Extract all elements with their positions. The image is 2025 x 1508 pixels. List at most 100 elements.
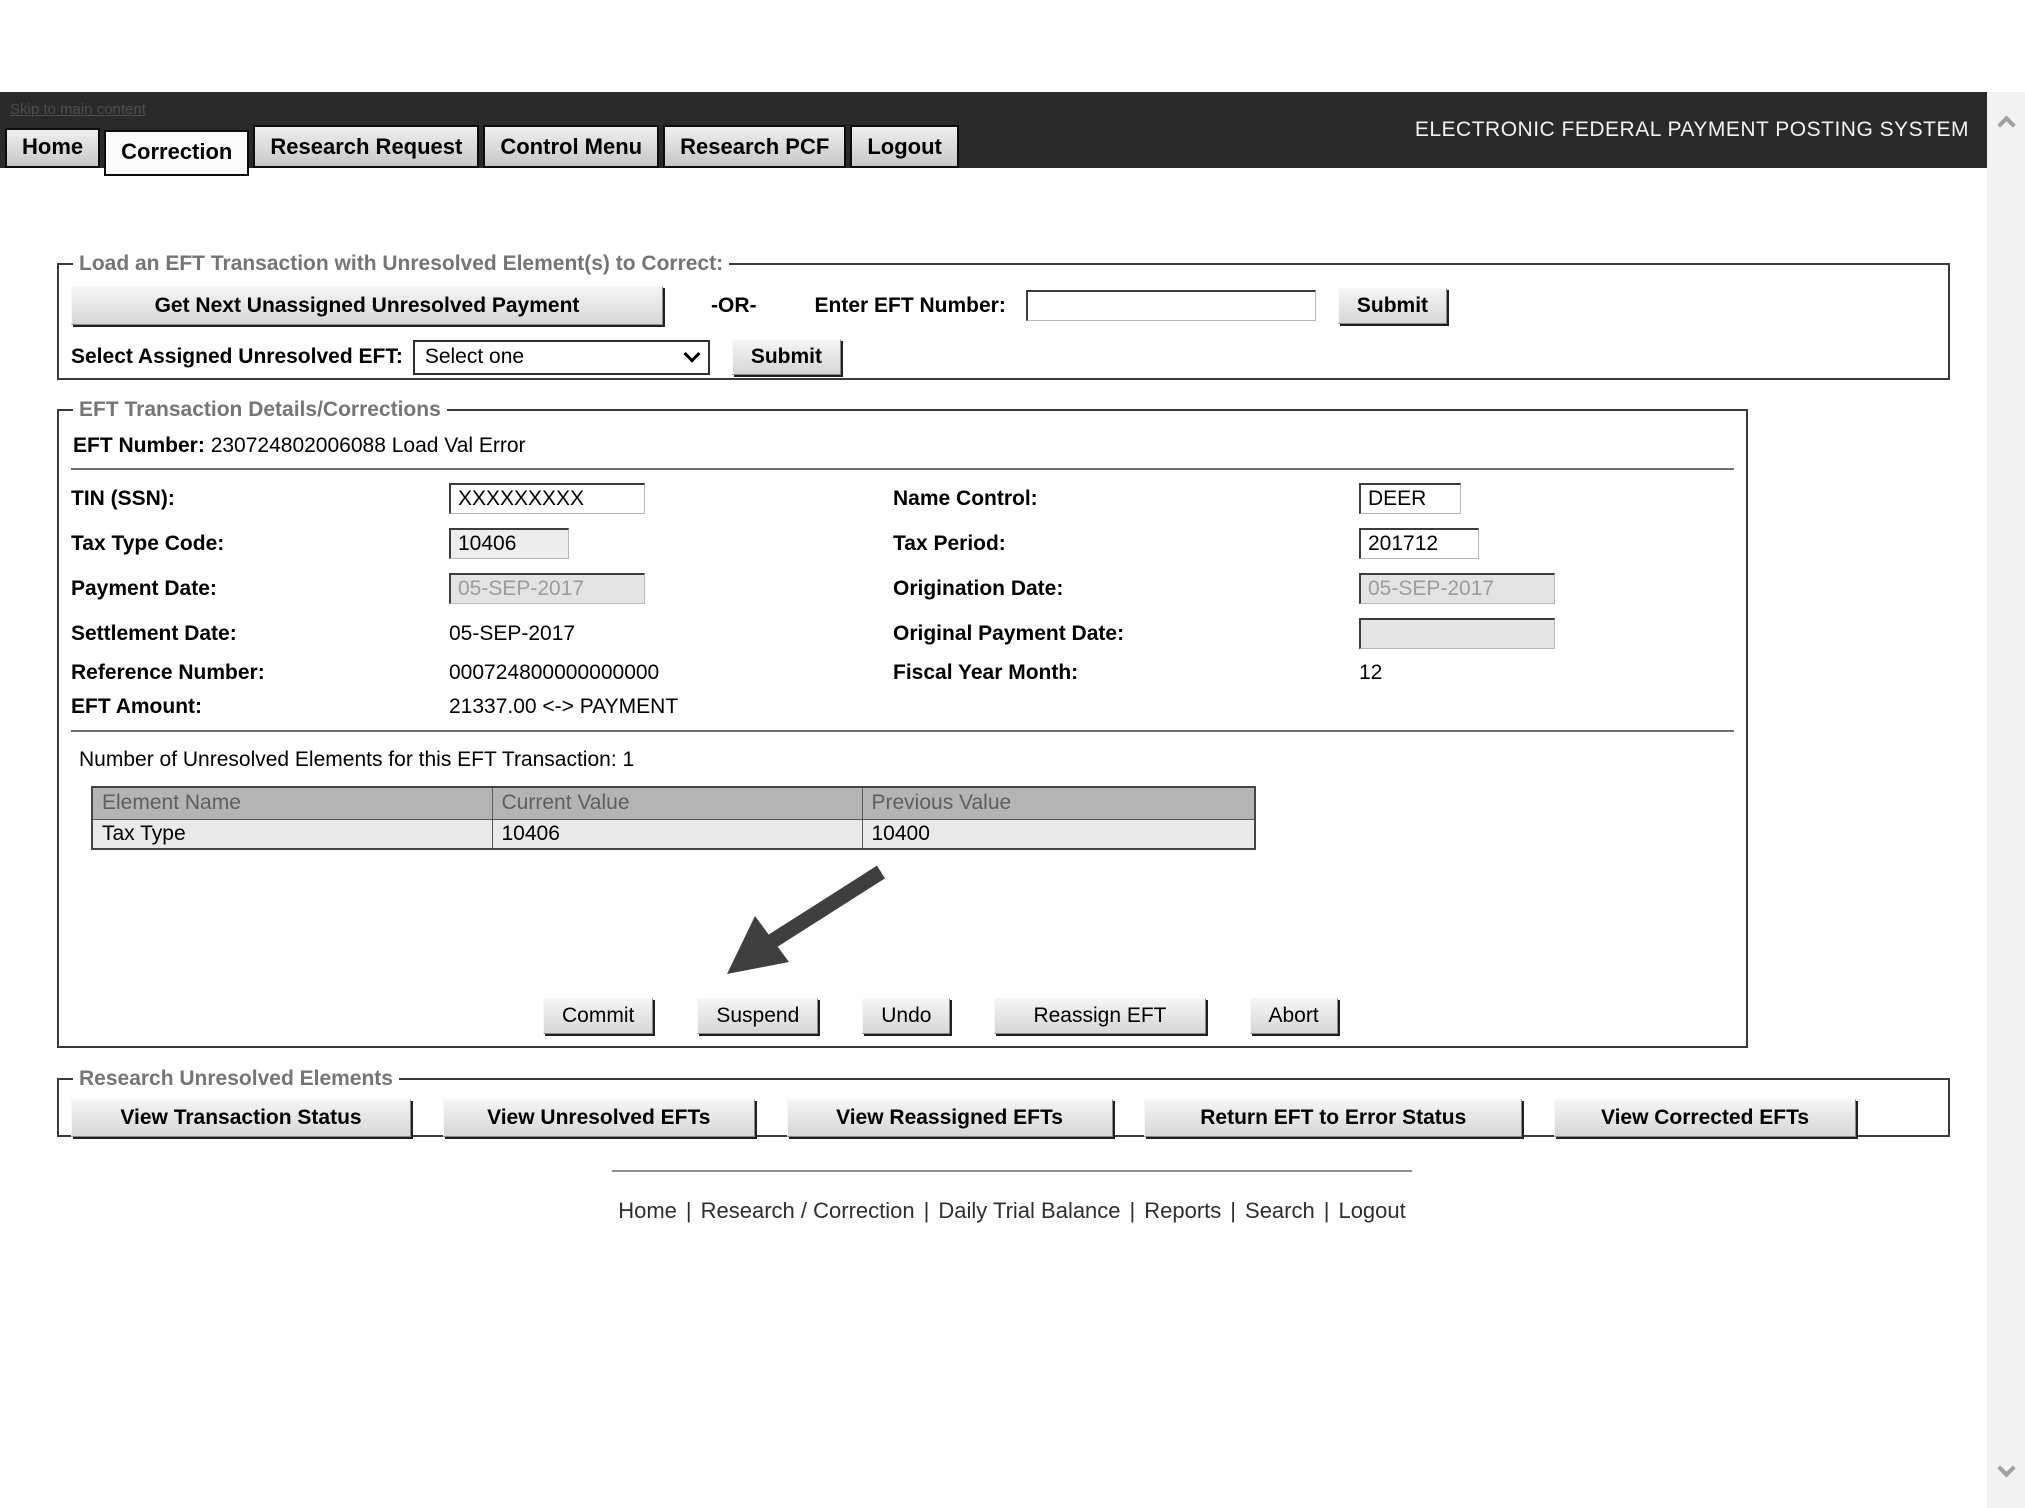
select-assigned-eft-label: Select Assigned Unresolved EFT: (71, 345, 403, 368)
load-row-1: Get Next Unassigned Unresolved Payment -… (71, 286, 1936, 325)
return-eft-to-error-status-button[interactable]: Return EFT to Error Status (1144, 1099, 1523, 1137)
name-control-label: Name Control: (893, 486, 1038, 510)
commit-button[interactable]: Commit (543, 997, 654, 1034)
chevron-down-icon (683, 345, 701, 363)
col-previous-value: Previous Value (861, 786, 1256, 820)
field-row: EFT Amount: 21337.00 <-> PAYMENT (71, 690, 1734, 724)
scroll-down-button[interactable] (1987, 1452, 2025, 1492)
footer-link-logout[interactable]: Logout (1338, 1198, 1406, 1223)
reassign-eft-button[interactable]: Reassign EFT (994, 997, 1206, 1034)
tab-correction[interactable]: Correction (104, 130, 250, 176)
main-nav-tabbar: Home Correction Research Request Control… (5, 125, 959, 176)
payment-date-input (449, 573, 645, 604)
divider (71, 730, 1734, 732)
settlement-date-label: Settlement Date: (71, 621, 237, 645)
cell-previous-value: 10400 (861, 818, 1256, 849)
tab-control-menu[interactable]: Control Menu (483, 125, 660, 168)
footer-separator: | (1230, 1198, 1237, 1223)
origination-date-input (1359, 573, 1555, 604)
tin-input[interactable] (449, 483, 645, 514)
assigned-eft-submit-button[interactable]: Submit (731, 339, 841, 375)
unresolved-count-line: Number of Unresolved Elements for this E… (79, 748, 1734, 772)
action-buttons-row: Commit Suspend Undo Reassign EFT Abort (71, 997, 1734, 1034)
eft-details-legend: EFT Transaction Details/Corrections (79, 398, 441, 421)
unresolved-count-value: 1 (622, 748, 635, 771)
skip-to-main-content-link[interactable]: Skip to main content (10, 101, 146, 118)
get-next-unassigned-button[interactable]: Get Next Unassigned Unresolved Payment (71, 286, 663, 325)
col-current-value: Current Value (491, 786, 863, 820)
tax-period-label: Tax Period: (893, 531, 1006, 555)
assigned-eft-select[interactable]: Select one (412, 339, 710, 375)
eft-number-label: EFT Number: (73, 434, 205, 457)
field-row: Reference Number: 000724800000000000 Fis… (71, 656, 1734, 690)
field-row: TIN (SSN): Name Control: (71, 476, 1734, 521)
view-transaction-status-button[interactable]: View Transaction Status (71, 1099, 411, 1137)
payment-date-label: Payment Date: (71, 576, 217, 600)
footer-separator: | (685, 1198, 692, 1223)
load-row-2: Select Assigned Unresolved EFT: Select o… (71, 339, 1936, 375)
footer-link-home[interactable]: Home (618, 1198, 677, 1223)
name-control-input[interactable] (1359, 483, 1461, 514)
top-header-bar: Skip to main content ELECTRONIC FEDERAL … (0, 92, 1987, 176)
system-title: ELECTRONIC FEDERAL PAYMENT POSTING SYSTE… (1414, 118, 1969, 141)
tax-period-input[interactable] (1359, 528, 1479, 559)
settlement-date-value: 05-SEP-2017 (449, 621, 576, 645)
abort-button[interactable]: Abort (1249, 997, 1338, 1034)
fiscal-year-month-value: 12 (1359, 661, 1383, 684)
table-header-row: Element Name Current Value Previous Valu… (91, 786, 1256, 820)
eft-number-value: 230724802006088 Load Val Error (210, 434, 526, 457)
cell-element-name: Tax Type (91, 818, 493, 849)
load-transaction-legend: Load an EFT Transaction with Unresolved … (79, 252, 724, 275)
footer: Home | Research / Correction | Daily Trial B… (612, 1170, 1412, 1224)
view-unresolved-efts-button[interactable]: View Unresolved EFTs (442, 1099, 755, 1137)
research-unresolved-legend: Research Unresolved Elements (79, 1067, 393, 1090)
assigned-eft-select-value: Select one (424, 345, 525, 368)
footer-link-daily-trial-balance[interactable]: Daily Trial Balance (938, 1198, 1121, 1223)
tab-home[interactable]: Home (5, 128, 101, 168)
reference-number-label: Reference Number: (71, 661, 265, 684)
chevron-down-icon (1996, 1458, 2016, 1477)
enter-eft-number-input[interactable] (1025, 290, 1316, 321)
tab-research-request[interactable]: Research Request (253, 125, 480, 168)
footer-divider (612, 1170, 1412, 1172)
footer-link-reports[interactable]: Reports (1144, 1198, 1222, 1223)
actions-area: Commit Suspend Undo Reassign EFT Abort (71, 850, 1734, 1034)
footer-separator: | (1129, 1198, 1136, 1223)
or-separator-text: -OR- (711, 293, 757, 317)
field-row: Payment Date: Origination Date: (71, 566, 1734, 611)
tab-research-pcf[interactable]: Research PCF (663, 125, 847, 168)
footer-link-search[interactable]: Search (1245, 1198, 1315, 1223)
divider (71, 468, 1734, 470)
reference-number-value: 000724800000000000 (449, 661, 660, 684)
footer-links: Home | Research / Correction | Daily Trial B… (612, 1198, 1412, 1224)
field-row: Settlement Date: 05-SEP-2017 Original Pa… (71, 611, 1734, 656)
tab-logout[interactable]: Logout (850, 125, 959, 168)
eft-number-submit-button[interactable]: Submit (1337, 287, 1448, 324)
undo-button[interactable]: Undo (862, 997, 951, 1034)
fiscal-year-month-label: Fiscal Year Month: (893, 661, 1079, 684)
original-payment-date-label: Original Payment Date: (893, 621, 1125, 645)
suspend-button[interactable]: Suspend (697, 997, 819, 1034)
footer-link-research-correction[interactable]: Research / Correction (700, 1198, 915, 1223)
footer-separator: | (1323, 1198, 1330, 1223)
chevron-up-icon (1996, 115, 2016, 134)
enter-eft-number-label: Enter EFT Number: (814, 293, 1006, 317)
scrollbar[interactable] (1987, 92, 2025, 1508)
table-row: Tax Type 10406 10400 (91, 818, 1256, 849)
eft-amount-label: EFT Amount: (71, 695, 203, 718)
eft-details-section: EFT Transaction Details/Corrections EFT … (57, 398, 1748, 1048)
eft-number-line: EFT Number: 230724802006088 Load Val Err… (73, 434, 1734, 458)
tax-type-code-input[interactable] (449, 528, 569, 559)
view-corrected-efts-button[interactable]: View Corrected EFTs (1554, 1099, 1856, 1137)
unresolved-count-label: Number of Unresolved Elements for this E… (79, 748, 617, 771)
footer-separator: | (923, 1198, 930, 1223)
unresolved-elements-table: Element Name Current Value Previous Valu… (91, 786, 1256, 850)
load-transaction-section: Load an EFT Transaction with Unresolved … (57, 252, 1950, 380)
research-unresolved-section: Research Unresolved Elements View Transa… (57, 1067, 1950, 1137)
eft-amount-value: 21337.00 <-> PAYMENT (449, 695, 679, 718)
tin-label: TIN (SSN): (71, 486, 175, 510)
original-payment-date-input (1359, 618, 1555, 649)
view-reassigned-efts-button[interactable]: View Reassigned EFTs (786, 1099, 1113, 1137)
scroll-up-button[interactable] (1987, 100, 2025, 140)
origination-date-label: Origination Date: (893, 576, 1064, 600)
